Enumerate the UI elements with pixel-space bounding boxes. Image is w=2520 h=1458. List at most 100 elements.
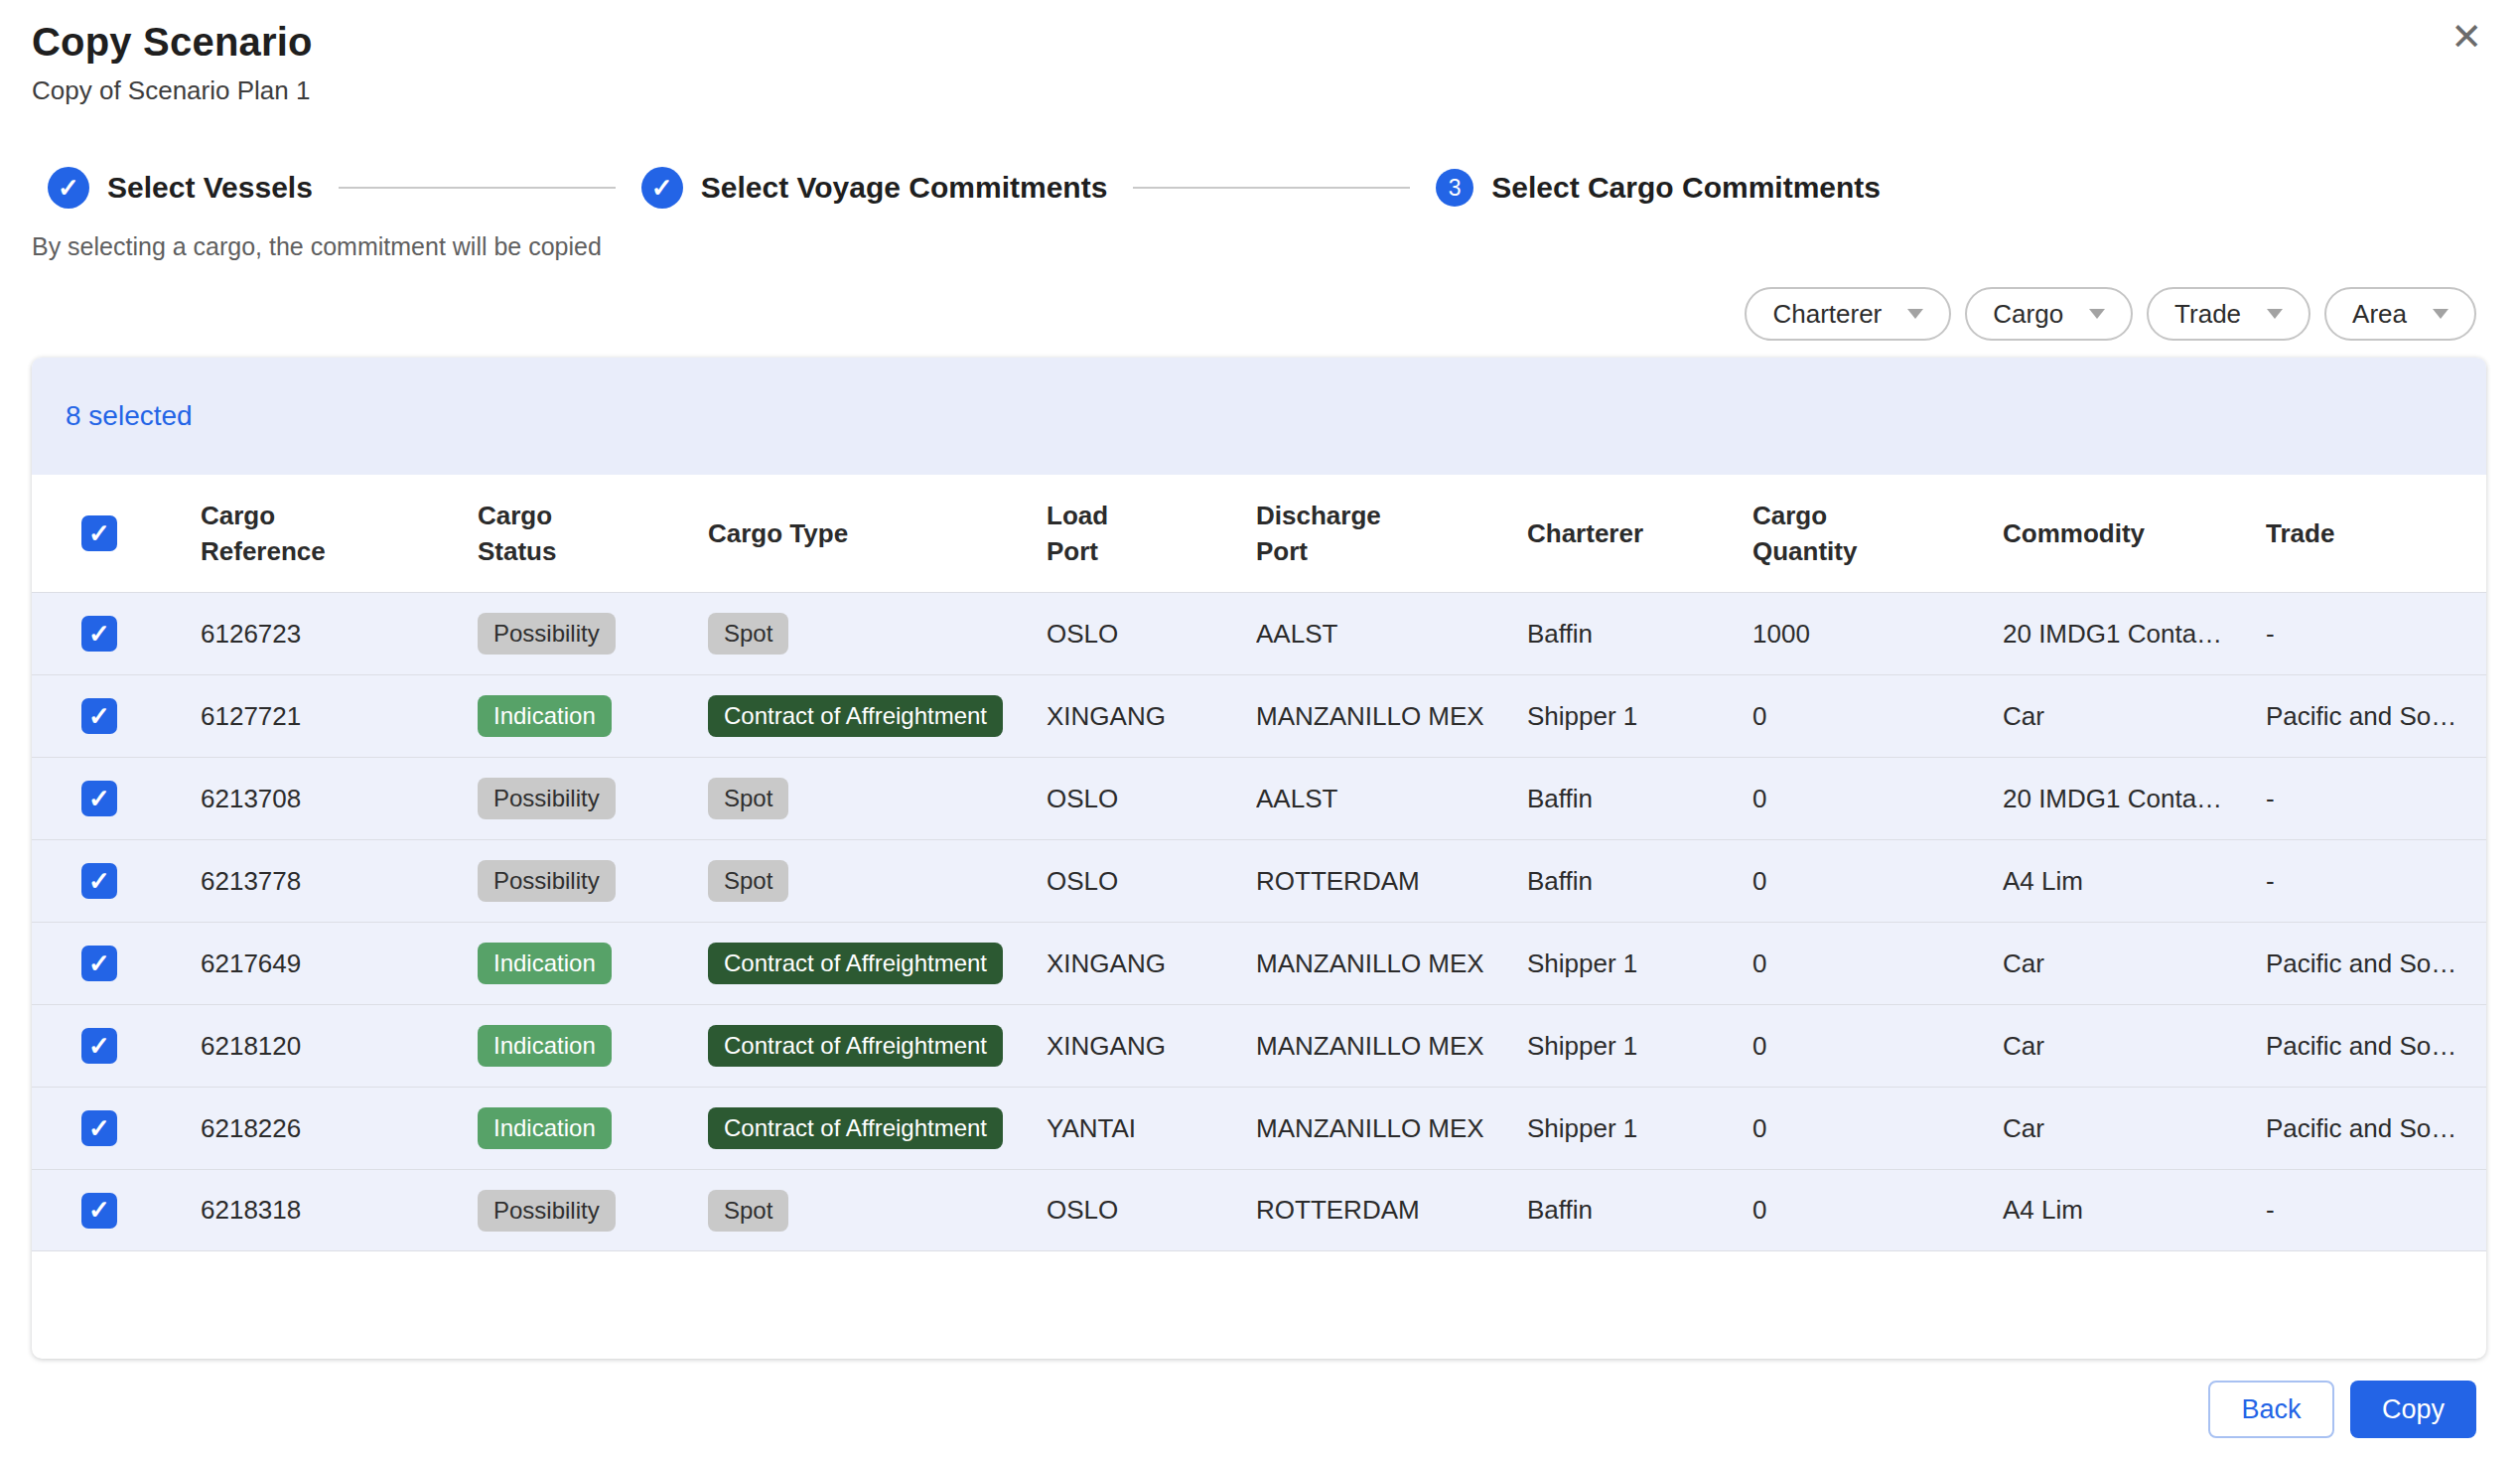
- cell-discharge-port: AALST: [1256, 784, 1527, 814]
- cell-cargo-quantity: 0: [1752, 784, 2003, 814]
- cell-charterer: Baffin: [1527, 1195, 1752, 1226]
- back-button[interactable]: Back: [2208, 1381, 2334, 1438]
- step-select-vessels[interactable]: ✓ Select Vessels: [48, 167, 313, 209]
- cell-load-port: OSLO: [1047, 619, 1256, 650]
- filter-label: Charterer: [1772, 299, 1882, 330]
- table-row[interactable]: ✓ 6213778 Possibility Spot OSLO ROTTERDA…: [32, 839, 2486, 922]
- table-row[interactable]: ✓ 6217649 Indication Contract of Affreig…: [32, 922, 2486, 1004]
- cell-cargo-reference: 6218226: [201, 1113, 478, 1144]
- cell-cargo-reference: 6218318: [201, 1195, 478, 1226]
- caret-down-icon: [1907, 309, 1923, 319]
- cell-cargo-quantity: 0: [1752, 948, 2003, 979]
- cell-discharge-port: ROTTERDAM: [1256, 1195, 1527, 1226]
- trade-filter-button[interactable]: Trade: [2147, 287, 2310, 341]
- step-check-icon: ✓: [48, 167, 89, 209]
- table-row[interactable]: ✓ 6218120 Indication Contract of Affreig…: [32, 1004, 2486, 1087]
- cell-commodity: A4 Lim: [2003, 866, 2266, 897]
- cell-charterer: Baffin: [1527, 784, 1752, 814]
- cell-cargo-reference: 6213708: [201, 784, 478, 814]
- cell-cargo-type: Spot: [708, 613, 1047, 655]
- table-header-row: ✓ CargoReference CargoStatus Cargo Type …: [32, 475, 2486, 592]
- row-checkbox[interactable]: ✓: [81, 616, 117, 652]
- cell-cargo-status: Possibility: [478, 1190, 708, 1232]
- cell-load-port: XINGANG: [1047, 1031, 1256, 1062]
- column-header-cargo-status: CargoStatus: [478, 498, 708, 569]
- close-icon[interactable]: ✕: [2450, 18, 2482, 56]
- cell-trade: -: [2266, 866, 2486, 897]
- cell-cargo-type: Contract of Affreightment: [708, 1107, 1047, 1149]
- cell-cargo-reference: 6213778: [201, 866, 478, 897]
- cargo-filter-button[interactable]: Cargo: [1965, 287, 2133, 341]
- cell-cargo-status: Indication: [478, 1107, 708, 1149]
- select-all-checkbox[interactable]: ✓: [81, 515, 117, 551]
- cell-cargo-type: Contract of Affreightment: [708, 943, 1047, 984]
- row-checkbox[interactable]: ✓: [81, 781, 117, 816]
- cell-cargo-type: Spot: [708, 1190, 1047, 1232]
- cargo-type-badge: Spot: [708, 778, 788, 819]
- cell-cargo-type: Contract of Affreightment: [708, 1025, 1047, 1067]
- row-checkbox[interactable]: ✓: [81, 1193, 117, 1229]
- table-row[interactable]: ✓ 6218226 Indication Contract of Affreig…: [32, 1087, 2486, 1169]
- cell-cargo-status: Indication: [478, 943, 708, 984]
- cell-trade: Pacific and So…: [2266, 1031, 2486, 1062]
- filter-label: Trade: [2174, 299, 2241, 330]
- cell-charterer: Shipper 1: [1527, 1031, 1752, 1062]
- selection-banner: 8 selected: [32, 358, 2486, 475]
- step-label: Select Cargo Commitments: [1491, 171, 1881, 205]
- row-checkbox[interactable]: ✓: [81, 863, 117, 899]
- copy-button[interactable]: Copy: [2350, 1381, 2476, 1438]
- charterer-filter-button[interactable]: Charterer: [1745, 287, 1951, 341]
- cell-cargo-status: Possibility: [478, 613, 708, 655]
- cell-cargo-type: Spot: [708, 778, 1047, 819]
- cell-trade: -: [2266, 1195, 2486, 1226]
- status-badge: Indication: [478, 1025, 612, 1067]
- cell-charterer: Shipper 1: [1527, 948, 1752, 979]
- cell-charterer: Shipper 1: [1527, 1113, 1752, 1144]
- step-select-cargo-commitments[interactable]: 3 Select Cargo Commitments: [1436, 169, 1881, 207]
- row-checkbox[interactable]: ✓: [81, 1028, 117, 1064]
- selected-count: 8 selected: [66, 400, 193, 432]
- cell-cargo-reference: 6217649: [201, 948, 478, 979]
- cargo-type-badge: Spot: [708, 1190, 788, 1232]
- table-row[interactable]: ✓ 6127721 Indication Contract of Affreig…: [32, 674, 2486, 757]
- column-header-cargo-quantity: CargoQuantity: [1752, 498, 2003, 569]
- cell-commodity: Car: [2003, 948, 2266, 979]
- step-label: Select Vessels: [107, 171, 313, 205]
- cell-trade: Pacific and So…: [2266, 701, 2486, 732]
- cell-cargo-status: Possibility: [478, 860, 708, 902]
- area-filter-button[interactable]: Area: [2324, 287, 2476, 341]
- row-checkbox[interactable]: ✓: [81, 698, 117, 734]
- cell-cargo-reference: 6126723: [201, 619, 478, 650]
- cargo-type-badge: Contract of Affreightment: [708, 1107, 1003, 1149]
- caret-down-icon: [2089, 309, 2105, 319]
- column-header-load-port: LoadPort: [1047, 498, 1256, 569]
- cell-commodity: Car: [2003, 1113, 2266, 1144]
- row-checkbox[interactable]: ✓: [81, 1110, 117, 1146]
- cell-commodity: A4 Lim: [2003, 1195, 2266, 1226]
- step-check-icon: ✓: [641, 167, 683, 209]
- cell-cargo-quantity: 0: [1752, 1031, 2003, 1062]
- cell-commodity: 20 IMDG1 Conta…: [2003, 784, 2266, 814]
- page-title: Copy Scenario: [32, 16, 2476, 68]
- cell-discharge-port: MANZANILLO MEX: [1256, 701, 1527, 732]
- column-header-trade: Trade: [2266, 515, 2486, 551]
- status-badge: Indication: [478, 695, 612, 737]
- row-checkbox[interactable]: ✓: [81, 946, 117, 981]
- cell-load-port: XINGANG: [1047, 701, 1256, 732]
- caret-down-icon: [2267, 309, 2283, 319]
- cargo-type-badge: Spot: [708, 613, 788, 655]
- cell-cargo-type: Spot: [708, 860, 1047, 902]
- scenario-subtitle: Copy of Scenario Plan 1: [32, 73, 2476, 107]
- cargo-commitments-table-card: 8 selected ✓ CargoReference CargoStatus …: [32, 358, 2486, 1359]
- table-row[interactable]: ✓ 6213708 Possibility Spot OSLO AALST Ba…: [32, 757, 2486, 839]
- cell-discharge-port: MANZANILLO MEX: [1256, 1031, 1527, 1062]
- cell-cargo-reference: 6218120: [201, 1031, 478, 1062]
- cell-load-port: XINGANG: [1047, 948, 1256, 979]
- step-select-voyage-commitments[interactable]: ✓ Select Voyage Commitments: [641, 167, 1108, 209]
- table-row[interactable]: ✓ 6218318 Possibility Spot OSLO ROTTERDA…: [32, 1169, 2486, 1251]
- cell-load-port: YANTAI: [1047, 1113, 1256, 1144]
- table-row[interactable]: ✓ 6126723 Possibility Spot OSLO AALST Ba…: [32, 592, 2486, 674]
- cell-commodity: Car: [2003, 701, 2266, 732]
- cell-cargo-quantity: 0: [1752, 866, 2003, 897]
- cell-load-port: OSLO: [1047, 866, 1256, 897]
